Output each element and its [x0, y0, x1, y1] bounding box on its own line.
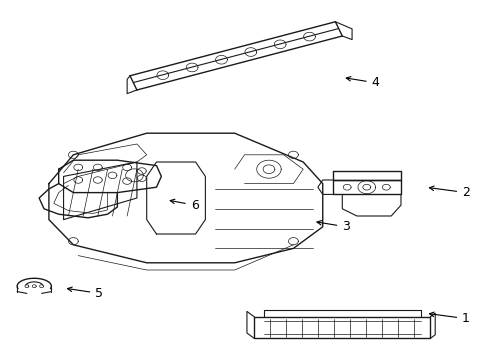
Text: 6: 6 [170, 199, 198, 212]
Text: 5: 5 [67, 287, 103, 300]
Text: 1: 1 [428, 312, 469, 325]
Text: 4: 4 [346, 76, 379, 89]
Text: 2: 2 [428, 186, 469, 199]
Text: 3: 3 [316, 220, 349, 233]
